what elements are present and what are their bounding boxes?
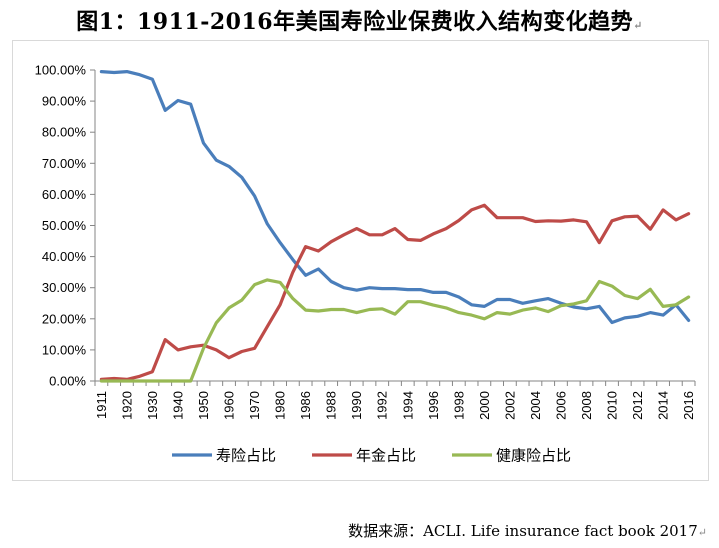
x-tick-label: 1911 xyxy=(94,391,109,419)
legend-label: 寿险占比 xyxy=(216,447,276,465)
chart-title: 图1：1911-2016年美国寿险业保费收入结构变化趋势↵ xyxy=(76,9,643,35)
x-tick-label: 1986 xyxy=(298,391,313,420)
x-tick-label: 1988 xyxy=(324,391,339,420)
y-tick-label: 20.00% xyxy=(42,311,87,326)
series-lines xyxy=(99,69,691,383)
y-tick-label: 60.00% xyxy=(42,187,87,202)
x-tick-label: 2012 xyxy=(630,391,645,420)
source-note: 数据来源：ACLI. Life insurance fact book 2017… xyxy=(348,522,707,540)
series-line xyxy=(99,69,691,325)
x-tick-label: 1992 xyxy=(375,391,390,420)
y-tick-label: 40.00% xyxy=(42,249,87,264)
x-tick-label: 2002 xyxy=(502,391,517,420)
x-tick-label: 2008 xyxy=(579,391,594,420)
legend-label: 健康险占比 xyxy=(496,447,571,465)
series-line xyxy=(99,278,691,383)
x-tick-label: 2004 xyxy=(528,391,543,420)
x-tick-label: 1998 xyxy=(451,391,466,420)
x-tick-label: 1920 xyxy=(119,391,134,420)
chart-area xyxy=(12,40,709,481)
y-tick-label: 10.00% xyxy=(42,342,87,357)
y-tick-label: 80.00% xyxy=(42,125,87,140)
x-tick-label: 2016 xyxy=(681,391,696,420)
x-tick-label: 2014 xyxy=(656,391,671,420)
x-tick-label: 1960 xyxy=(222,391,237,420)
y-tick-label: 30.00% xyxy=(42,280,87,295)
y-tick-label: 100.00% xyxy=(35,63,87,78)
x-tick-label: 1990 xyxy=(349,391,364,420)
x-tick-label: 1994 xyxy=(400,391,415,420)
x-tick-label: 2000 xyxy=(477,391,492,420)
legend-label: 年金占比 xyxy=(356,447,416,465)
x-tick-label: 1970 xyxy=(247,391,262,420)
x-tick-label: 1980 xyxy=(273,391,288,420)
y-tick-label: 90.00% xyxy=(42,94,87,109)
x-tick-label: 2010 xyxy=(605,391,620,420)
y-tick-label: 0.00% xyxy=(49,374,86,389)
x-tick-label: 1950 xyxy=(196,391,211,420)
x-tick-label: 1996 xyxy=(426,391,441,420)
legend: 寿险占比 年金占比 健康险占比 xyxy=(172,447,571,465)
y-tick-label: 50.00% xyxy=(42,218,87,233)
y-axis: 0.00% 10.00% 20.00% 30.00% 40.00% 50.00% 60.00… xyxy=(35,63,95,389)
x-axis: 1911 1920 1930 1940 1950 1960 1970 1980 1986 1988… xyxy=(94,381,696,420)
y-tick-label: 70.00% xyxy=(42,156,87,171)
x-tick-label: 2006 xyxy=(553,391,568,420)
axes xyxy=(94,70,695,382)
x-tick-label: 1930 xyxy=(145,391,160,420)
series-line xyxy=(99,203,691,381)
x-tick-label: 1940 xyxy=(170,391,185,420)
